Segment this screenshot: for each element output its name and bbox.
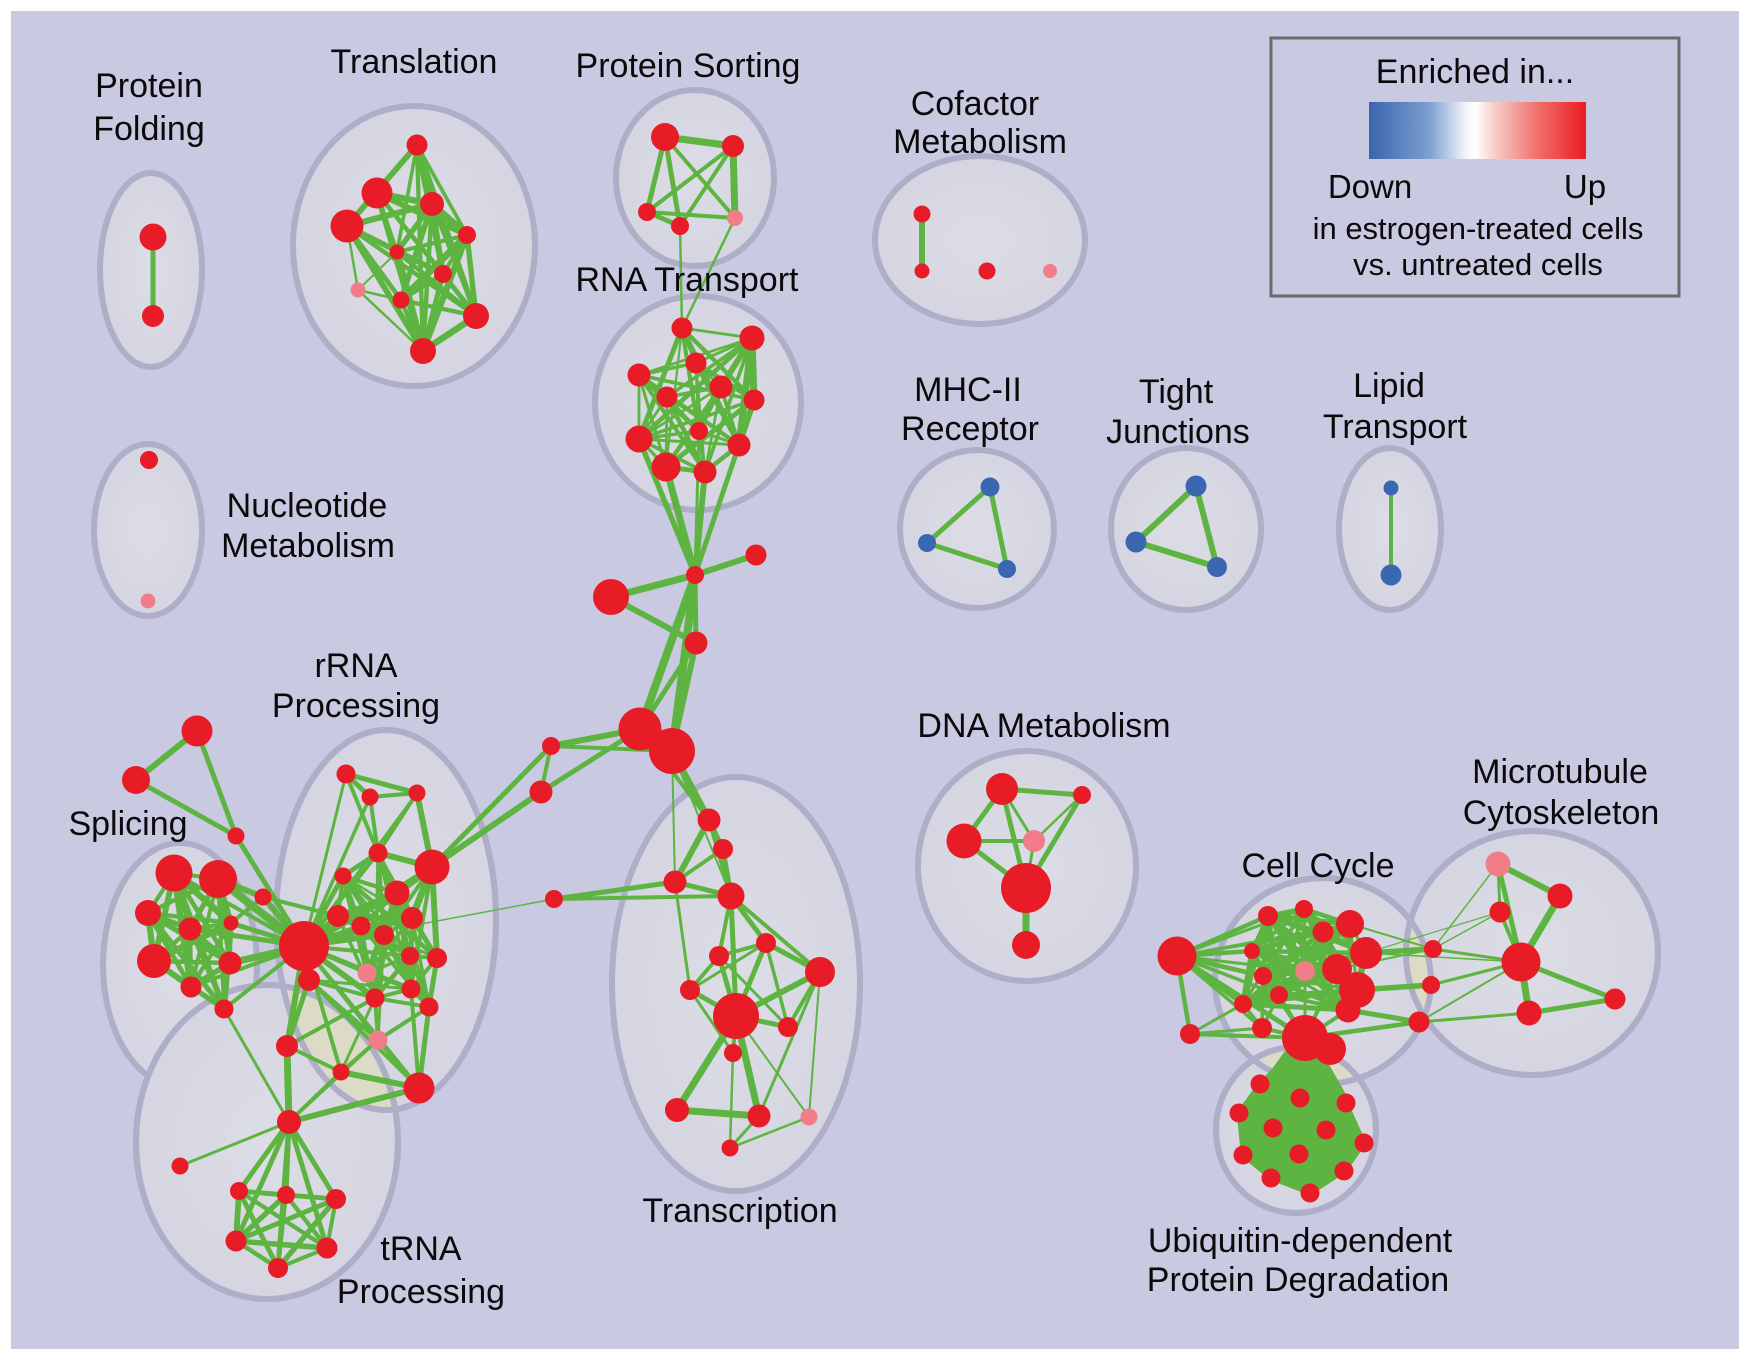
svg-text:vs. untreated cells: vs. untreated cells: [1353, 247, 1603, 282]
svg-text:Transcription: Transcription: [642, 1192, 837, 1230]
svg-text:Transport: Transport: [1323, 408, 1468, 446]
svg-text:Ubiquitin-dependent: Ubiquitin-dependent: [1148, 1222, 1453, 1260]
svg-text:Microtubule: Microtubule: [1472, 753, 1648, 791]
svg-text:Translation: Translation: [331, 43, 498, 81]
svg-text:Splicing: Splicing: [68, 805, 187, 843]
svg-text:Metabolism: Metabolism: [893, 123, 1067, 161]
svg-text:Cytoskeleton: Cytoskeleton: [1463, 794, 1660, 832]
svg-text:Protein Degradation: Protein Degradation: [1147, 1261, 1449, 1299]
svg-text:Protein: Protein: [95, 67, 203, 105]
svg-text:Junctions: Junctions: [1106, 413, 1250, 451]
svg-text:Cofactor: Cofactor: [911, 85, 1040, 123]
svg-text:tRNA: tRNA: [380, 1230, 462, 1268]
svg-text:RNA Transport: RNA Transport: [576, 261, 800, 299]
svg-text:Lipid: Lipid: [1353, 367, 1425, 405]
svg-text:Tight: Tight: [1139, 373, 1214, 411]
svg-text:DNA Metabolism: DNA Metabolism: [917, 707, 1170, 745]
svg-text:Cell Cycle: Cell Cycle: [1241, 847, 1394, 885]
svg-text:Folding: Folding: [93, 110, 205, 148]
svg-text:Enriched in...: Enriched in...: [1376, 53, 1574, 91]
svg-text:MHC-II: MHC-II: [914, 371, 1022, 409]
svg-text:Nucleotide: Nucleotide: [227, 487, 388, 525]
svg-text:rRNA: rRNA: [314, 647, 397, 685]
svg-text:Processing: Processing: [272, 687, 440, 725]
svg-text:Metabolism: Metabolism: [221, 527, 395, 565]
svg-text:Receptor: Receptor: [901, 410, 1039, 448]
svg-text:Processing: Processing: [337, 1273, 505, 1311]
svg-text:Down: Down: [1328, 168, 1412, 205]
svg-text:Up: Up: [1564, 168, 1606, 205]
svg-text:Protein Sorting: Protein Sorting: [576, 47, 801, 85]
svg-text:in estrogen-treated cells: in estrogen-treated cells: [1313, 211, 1644, 246]
